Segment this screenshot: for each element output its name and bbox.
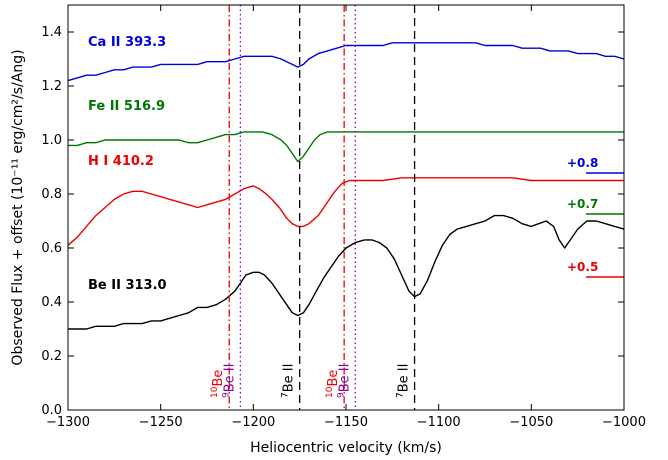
y-tick-label: 1.2 xyxy=(41,79,62,94)
isotope-mass-number: 9 xyxy=(221,392,231,398)
series-line-1 xyxy=(68,131,624,163)
x-tick-label: −1300 xyxy=(46,415,90,430)
y-tick-label: 0.2 xyxy=(41,349,62,364)
offset-label-0: +0.8 xyxy=(567,156,598,170)
y-tick-label: 0.6 xyxy=(41,241,62,256)
plot-area xyxy=(68,5,624,410)
isotope-name: Be II xyxy=(282,364,297,393)
y-tick-label: 1.4 xyxy=(41,25,62,40)
isotope-name: Be II xyxy=(337,364,352,393)
offset-label-2: +0.5 xyxy=(567,260,598,274)
y-tick-label: 0.0 xyxy=(41,403,62,418)
x-axis-label: Heliocentric velocity (km/s) xyxy=(250,440,442,456)
isotope-label-4: 9Be II xyxy=(336,364,352,398)
offset-label-1: +0.7 xyxy=(567,197,598,211)
x-tick-label: −1250 xyxy=(139,415,183,430)
plot-background xyxy=(68,5,624,410)
isotope-label-0: 10Be xyxy=(210,370,226,398)
isotope-label-5: 7Be II xyxy=(396,364,412,398)
x-tick-label: −1100 xyxy=(417,415,461,430)
series-line-2 xyxy=(67,177,624,246)
isotope-name: Be xyxy=(211,370,226,387)
y-tick-label: 0.8 xyxy=(41,187,62,202)
isotope-mass-number: 7 xyxy=(281,392,291,398)
x-tick-label: −1050 xyxy=(509,415,553,430)
isotope-name: Be II xyxy=(222,364,237,393)
series-line-3 xyxy=(68,214,625,330)
y-tick-label: 0.4 xyxy=(41,295,62,310)
series-group xyxy=(67,42,625,330)
isotope-mass-number: 10 xyxy=(325,386,335,398)
isotope-label-1: 9Be II xyxy=(221,364,237,398)
series-name-label-3: Be II 313.0 xyxy=(88,278,167,293)
reference-lines xyxy=(228,5,416,410)
y-axis-label: Observed Flux + offset (10⁻¹¹ erg/cm²/s/… xyxy=(10,49,26,365)
series-name-label-0: Ca II 393.3 xyxy=(88,35,166,50)
y-tick-label: 1.0 xyxy=(41,133,62,148)
series-name-label-2: H I 410.2 xyxy=(88,154,154,169)
isotope-label-2: 7Be II xyxy=(281,364,297,398)
isotope-name: Be xyxy=(326,370,341,387)
axes: −1300 −1250 −1200 −1150 −1100 −1050 −1000 0.0 0.… xyxy=(10,4,646,456)
isotope-mass-number: 7 xyxy=(396,392,406,398)
isotope-mass-number: 9 xyxy=(336,392,346,398)
isotope-mass-number: 10 xyxy=(210,386,220,398)
series-line-0 xyxy=(67,42,625,82)
x-tick-label: −1200 xyxy=(231,415,275,430)
x-tick-label: −1150 xyxy=(324,415,368,430)
x-tick-label: −1000 xyxy=(602,415,646,430)
isotope-label-3: 10Be xyxy=(325,370,341,398)
isotope-name: Be II xyxy=(397,364,412,393)
series-name-label-1: Fe II 516.9 xyxy=(88,99,165,114)
